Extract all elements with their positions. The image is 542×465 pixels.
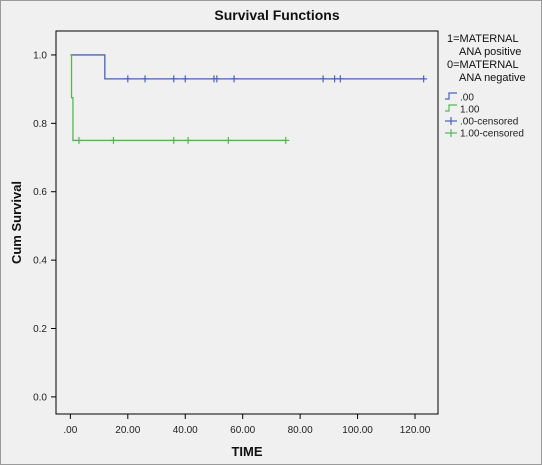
legend-line-symbol bbox=[445, 92, 457, 100]
legend-entry: .00-censored bbox=[445, 117, 518, 128]
censored-marker bbox=[319, 75, 327, 83]
legend-label: .00-censored bbox=[460, 117, 518, 128]
y-axis-title: Cum Survival bbox=[9, 181, 24, 264]
censored-marker bbox=[230, 75, 238, 83]
legend-line-symbol bbox=[445, 104, 457, 112]
legend-entry: 1.00-censored bbox=[445, 129, 524, 140]
censored-marker bbox=[184, 136, 192, 144]
plot-area bbox=[55, 30, 439, 415]
legend-title-line: ANA negative bbox=[459, 72, 526, 84]
survival-step-line bbox=[70, 54, 424, 80]
x-tick-label: .00 bbox=[63, 425, 77, 436]
legend-title-line: ANA positive bbox=[459, 46, 521, 58]
censored-marker bbox=[170, 75, 178, 83]
x-tick-label: 80.00 bbox=[288, 425, 313, 436]
y-tick-label: 0.4 bbox=[33, 256, 47, 267]
legend-entry: .00 bbox=[445, 92, 474, 104]
legend-label: .00 bbox=[460, 93, 474, 104]
legend-title-line: 1=MATERNAL bbox=[447, 33, 519, 45]
censored-marker bbox=[181, 75, 189, 83]
x-tick-label: 60.00 bbox=[230, 425, 255, 436]
y-axis-ticks: 0.0 0.2 0.4 0.6 0.8 1.0 bbox=[33, 50, 56, 403]
x-tick-label: 100.00 bbox=[342, 425, 373, 436]
censored-marker bbox=[213, 75, 221, 83]
y-tick-label: 0.0 bbox=[33, 392, 47, 403]
censored-marker bbox=[170, 136, 178, 144]
censored-marker bbox=[141, 75, 149, 83]
legend-title-line: 0=MATERNAL bbox=[447, 59, 519, 71]
censored-marker bbox=[282, 136, 290, 144]
x-tick-label: 40.00 bbox=[173, 425, 198, 436]
legend-label: 1.00-censored bbox=[460, 129, 524, 140]
legend-entry: 1.00 bbox=[445, 104, 480, 116]
y-tick-label: 0.8 bbox=[33, 119, 47, 130]
y-tick-label: 0.6 bbox=[33, 187, 47, 198]
survival-step-line bbox=[70, 54, 286, 142]
censored-marker bbox=[124, 75, 132, 83]
x-tick-label: 120.00 bbox=[400, 425, 431, 436]
series-layer bbox=[70, 54, 428, 144]
x-axis-ticks: .00 20.00 40.00 60.00 80.00 100.00 120.00 bbox=[63, 414, 431, 436]
legend: 1=MATERNAL ANA positive 0=MATERNAL ANA n… bbox=[445, 33, 526, 140]
censored-marker bbox=[336, 75, 344, 83]
x-tick-label: 20.00 bbox=[115, 425, 140, 436]
censored-marker bbox=[75, 136, 83, 144]
censored-marker bbox=[420, 75, 428, 83]
chart-title: Survival Functions bbox=[214, 7, 339, 23]
legend-label: 1.00 bbox=[460, 105, 480, 116]
y-tick-label: 0.2 bbox=[33, 324, 47, 335]
y-tick-label: 1.0 bbox=[33, 50, 47, 61]
censored-marker bbox=[224, 136, 232, 144]
censored-marker bbox=[109, 136, 117, 144]
x-axis-title: TIME bbox=[231, 444, 262, 459]
